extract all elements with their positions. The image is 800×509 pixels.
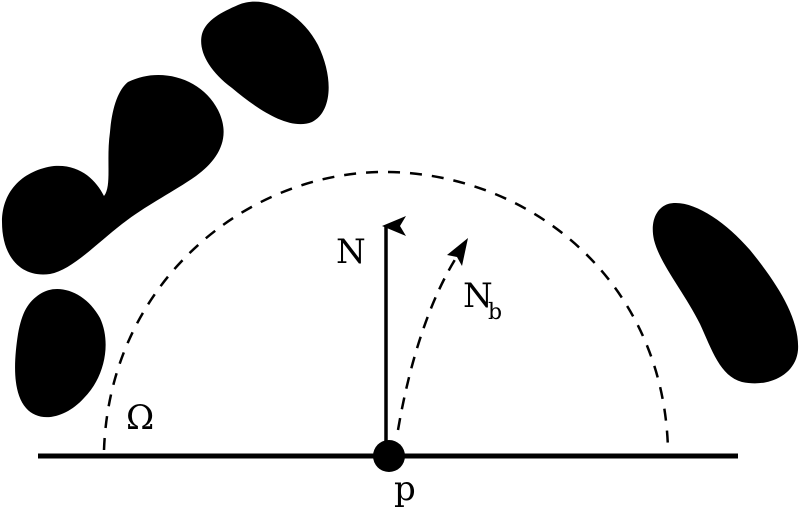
normal-label: N: [336, 232, 366, 272]
point-p-dot: [373, 440, 405, 472]
point-p-label: p: [394, 469, 416, 509]
occluder-blob-top: [201, 1, 329, 125]
occluder-blob-right: [652, 203, 799, 384]
occluder-blob-large: [2, 74, 224, 275]
bent-normal-subscript: b: [488, 300, 502, 325]
bent-normal-arrowhead: [447, 238, 468, 266]
occluder-blob-left: [15, 288, 106, 418]
bent-normal-label: N: [463, 276, 493, 316]
bent-normal-vector-arrow: [396, 257, 458, 431]
hemisphere-omega-label: Ω: [126, 398, 154, 438]
